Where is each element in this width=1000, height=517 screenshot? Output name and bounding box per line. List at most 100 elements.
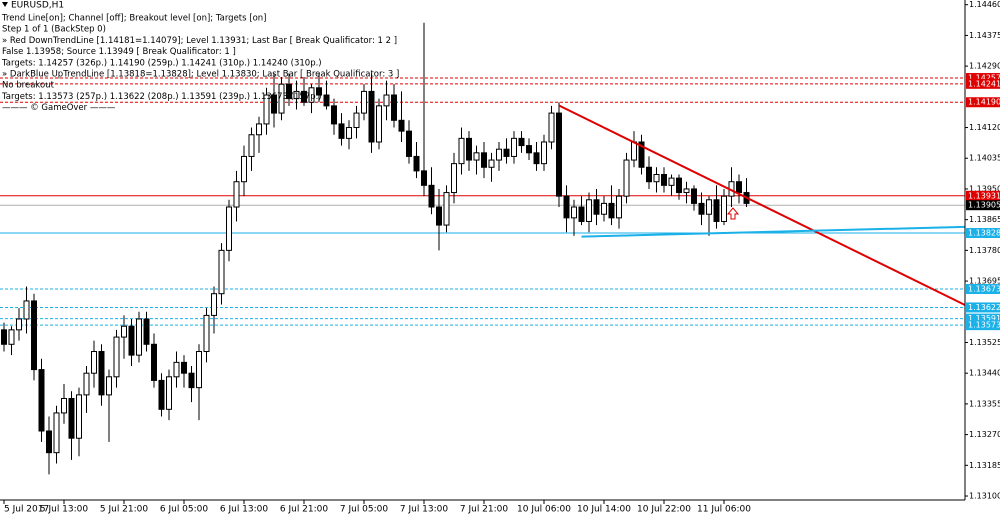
candle-body (533, 152, 540, 165)
candle-body (53, 412, 60, 454)
price-level-box (966, 200, 1000, 211)
candle-body (151, 343, 157, 381)
candle-body (661, 173, 667, 186)
candle-body (511, 137, 517, 157)
candle-body (8, 329, 15, 345)
candle-body (91, 351, 97, 374)
candle-body (383, 94, 390, 107)
candle-body (301, 90, 307, 103)
candle-body (61, 397, 67, 414)
candle-body (436, 206, 442, 226)
candle-body (691, 188, 697, 204)
candle-body (121, 325, 127, 338)
price-level-box (966, 320, 1000, 331)
candle-body (256, 123, 262, 136)
candle-body (233, 181, 240, 208)
candle-body (526, 145, 532, 154)
candle-body (466, 137, 472, 161)
x-tick-label: 7 Jul 21:00 (460, 505, 509, 515)
y-tick-label: 1.13270 (969, 430, 1000, 439)
x-tick-label: 6 Jul 21:00 (280, 505, 329, 515)
candle-body (263, 94, 270, 125)
candle-body (293, 90, 300, 100)
candle-body (188, 372, 195, 389)
candle-body (556, 112, 562, 197)
y-tick-label: 1.14460 (969, 0, 1000, 9)
candle-body (398, 119, 405, 132)
trend-line (581, 225, 966, 238)
candle-body (248, 134, 255, 157)
price-level-box (966, 190, 1000, 201)
candle-body (68, 397, 75, 439)
candle-body (631, 141, 637, 161)
x-tick-label: 10 Jul 06:00 (517, 505, 571, 515)
candle-body (616, 195, 622, 219)
candle-body (346, 127, 352, 139)
candle-body (451, 163, 457, 194)
candle-body (16, 318, 22, 331)
y-tick-label: 1.14120 (969, 123, 1000, 132)
candle-body (331, 105, 337, 125)
candle-body (601, 202, 607, 215)
candle-body (181, 361, 187, 374)
x-tick-label: 5 Jul 2017 (4, 505, 49, 515)
info-line: » DarkBlue UpTrendLine [1.13818=1.13828]… (2, 70, 399, 80)
x-tick-label: 5 Jul 13:00 (40, 505, 89, 515)
candle-body (736, 181, 742, 194)
candle-body (541, 141, 547, 165)
x-tick-label: 6 Jul 05:00 (160, 505, 209, 515)
candle-body (503, 148, 510, 157)
candle-body (413, 155, 420, 172)
candle-body (23, 300, 30, 320)
candle-body (76, 394, 82, 439)
candle-body (286, 83, 292, 100)
candle-body (136, 318, 142, 356)
candle-body (623, 159, 630, 197)
candle-body (638, 141, 645, 168)
x-tick-label: 7 Jul 05:00 (340, 505, 389, 515)
candle-body (391, 94, 397, 121)
trend-line (558, 104, 966, 306)
candle-body (158, 379, 165, 410)
y-tick-label: 1.13695 (969, 277, 1000, 286)
x-tick-label: 10 Jul 14:00 (577, 505, 631, 515)
candle-body (473, 152, 480, 161)
candle-body (173, 361, 180, 378)
info-line: Targets: 1.14257 (326p.) 1.14190 (259p.)… (1, 58, 322, 68)
candle-body (338, 123, 345, 139)
y-tick-label: 1.13950 (969, 184, 1000, 193)
price-level-label: 1.14257 (968, 74, 1000, 83)
candle-body (683, 188, 690, 194)
info-line: » Red DownTrendLine [1.14181=1.14079]; L… (2, 36, 397, 46)
price-level-label: 1.13828 (968, 229, 1000, 238)
y-tick-label: 1.14290 (969, 62, 1000, 71)
candle-body (353, 112, 360, 129)
signal-arrow (726, 207, 740, 220)
price-level-label: 1.13573 (968, 321, 1000, 330)
y-tick-label: 1.13780 (969, 246, 1000, 255)
y-tick-label: 1.14035 (969, 154, 1000, 163)
candle-body (676, 177, 682, 194)
price-level-label: 1.13622 (968, 303, 1000, 312)
candle-body (376, 105, 382, 143)
candle-body (83, 372, 90, 396)
candle-body (143, 318, 150, 345)
info-line: Targets: 1.13573 (257p.) 1.13622 (208p.)… (1, 92, 322, 102)
candle-body (31, 300, 37, 371)
candle-body (428, 184, 435, 208)
info-line: Trend Line[on]; Channel [off]; Breakout … (1, 14, 266, 24)
candle-body (46, 430, 52, 454)
x-tick-label: 7 Jul 13:00 (400, 505, 449, 515)
price-level-box (966, 73, 1000, 84)
candle-body (128, 325, 135, 356)
info-line: Step 1 of 1 (BackStep 0) (2, 25, 106, 35)
y-tick-label: 1.13525 (969, 338, 1000, 347)
candle-body (406, 130, 412, 157)
candle-body (563, 195, 570, 219)
candle-body (458, 137, 465, 165)
candle-body (571, 206, 577, 219)
candle-body (316, 87, 322, 96)
candle-body (226, 206, 232, 251)
price-level-box (966, 284, 1000, 295)
